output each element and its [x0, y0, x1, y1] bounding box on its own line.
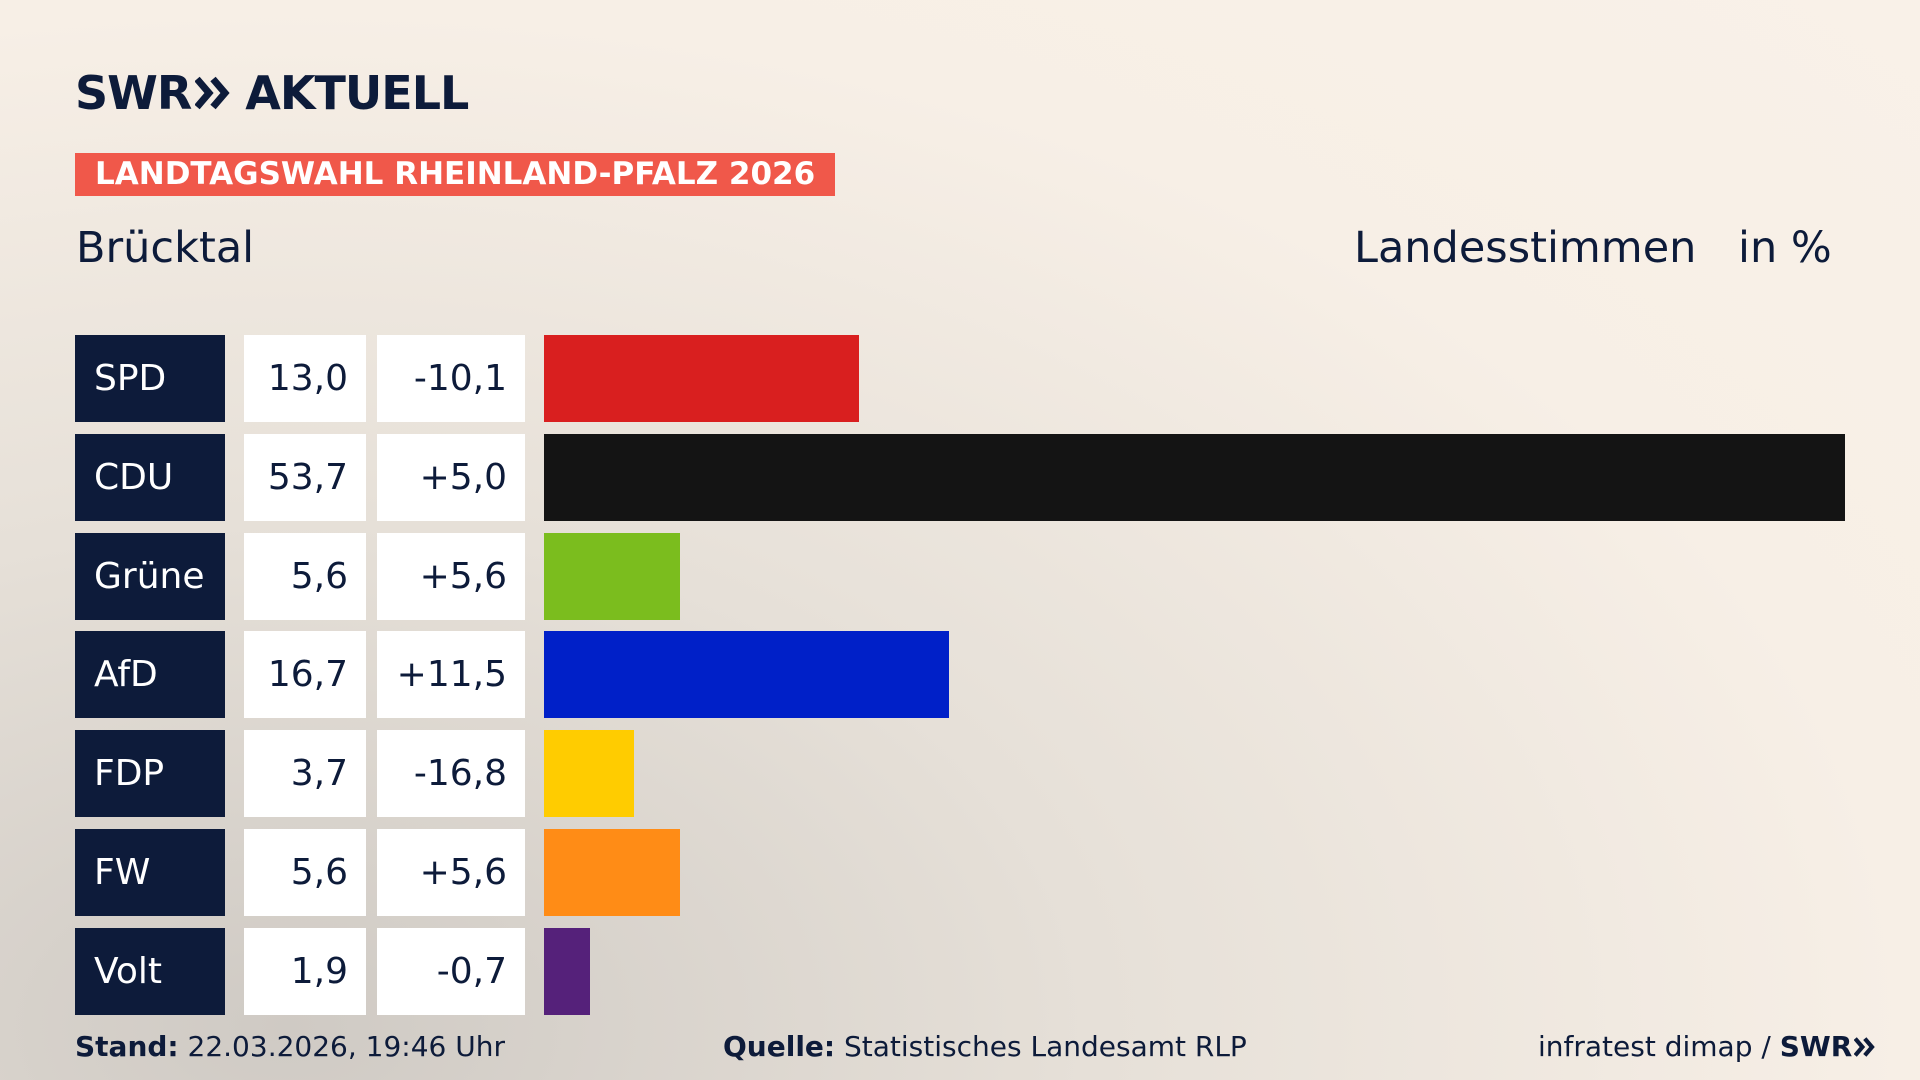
- bar: [544, 335, 859, 422]
- bar: [544, 532, 680, 620]
- footer-credit: infratest dimap / SWR: [1538, 1030, 1878, 1064]
- unit-heading: in %: [1738, 223, 1832, 273]
- change-label: +5,6: [377, 829, 525, 916]
- value-label: 3,7: [244, 730, 366, 818]
- value-label: 16,7: [244, 631, 366, 719]
- region-title: Brücktal: [76, 223, 255, 273]
- logo-chevrons: [195, 76, 230, 110]
- party-label: AfD: [75, 631, 225, 719]
- credit-logo: SWR: [1779, 1030, 1853, 1063]
- party-label: FW: [75, 829, 225, 916]
- credit: infratest dimap /: [1538, 1030, 1771, 1063]
- value-heading: Landesstimmen: [1354, 223, 1697, 273]
- change-label: +5,0: [377, 433, 525, 521]
- logo: SWR AKTUELL: [75, 66, 469, 120]
- value-label: 5,6: [244, 829, 366, 916]
- change-label: -0,7: [377, 927, 525, 1015]
- change-label: +5,6: [377, 532, 525, 620]
- logo-text: SWR: [75, 66, 192, 120]
- party-label: Volt: [75, 927, 225, 1015]
- footer-stand: Stand: 22.03.2026, 19:46 Uhr: [75, 1030, 505, 1064]
- bar: [544, 730, 634, 818]
- change-label: -10,1: [377, 335, 525, 422]
- bar: [544, 631, 949, 719]
- value-label: 5,6: [244, 532, 366, 620]
- party-label: CDU: [75, 433, 225, 521]
- value-label: 13,0: [244, 335, 366, 422]
- logo-text: AKTUELL: [245, 66, 469, 120]
- bar: [544, 433, 1845, 521]
- party-label: SPD: [75, 335, 225, 422]
- credit-chevrons: [1854, 1037, 1876, 1057]
- stand: 22.03.2026, 19:46 Uhr: [187, 1030, 505, 1063]
- party-label: FDP: [75, 730, 225, 818]
- banner: LANDTAGSWAHL RHEINLAND-PFALZ 2026: [75, 153, 836, 196]
- footer-source: Quelle: Statistisches Landesamt RLP: [723, 1030, 1247, 1064]
- bar: [544, 829, 680, 916]
- stand-label: Stand:: [75, 1030, 179, 1063]
- value-label: 53,7: [244, 433, 366, 521]
- change-label: -16,8: [377, 730, 525, 818]
- bar: [544, 927, 591, 1015]
- change-label: +11,5: [377, 631, 525, 719]
- source: Statistisches Landesamt RLP: [844, 1030, 1247, 1063]
- party-label: Grüne: [75, 532, 225, 620]
- value-label: 1,9: [244, 927, 366, 1015]
- source-label: Quelle:: [723, 1030, 836, 1063]
